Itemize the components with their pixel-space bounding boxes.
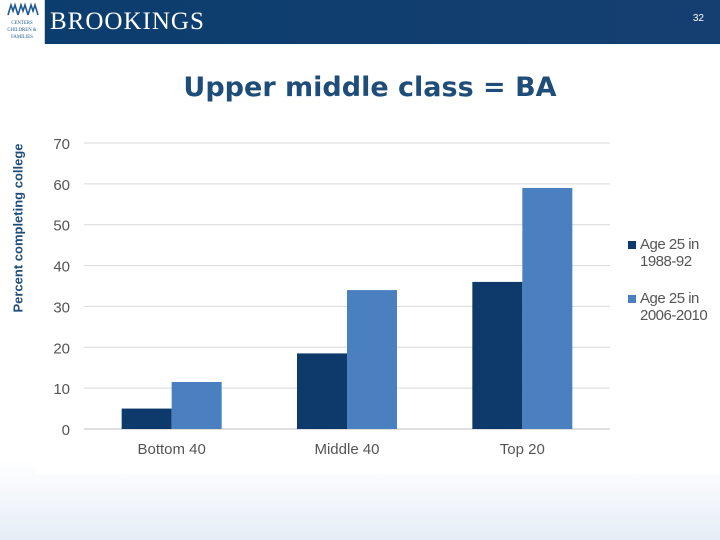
x-tick-label: Middle 40 bbox=[314, 441, 379, 458]
logo-mark: CENTERS CHILDREN & FAMILIES bbox=[0, 0, 45, 44]
logo-mark-line-2: CHILDREN & bbox=[7, 28, 36, 33]
legend-swatch bbox=[628, 241, 636, 249]
bar-2-1 bbox=[522, 187, 573, 429]
y-tick-label: 60 bbox=[53, 177, 70, 194]
y-tick-label: 0 bbox=[62, 422, 70, 439]
logo-mark-line-3: FAMILIES bbox=[11, 35, 33, 40]
legend-label: Age 25 in 1988-92 bbox=[640, 236, 699, 270]
bar-2-0 bbox=[472, 281, 523, 429]
y-tick-label: 40 bbox=[53, 259, 70, 276]
y-tick-label: 50 bbox=[53, 218, 70, 235]
y-tick-label: 10 bbox=[53, 381, 70, 398]
x-tick-label: Bottom 40 bbox=[137, 441, 205, 458]
legend-label: Age 25 in 2006-2010 bbox=[640, 290, 708, 324]
slide-title: Upper middle class = BA bbox=[183, 72, 557, 103]
x-tick-label: Top 20 bbox=[500, 441, 545, 458]
logo-mark-line-1: CENTERS bbox=[11, 21, 33, 26]
y-tick-label: 20 bbox=[53, 340, 70, 357]
header-bar: CENTERS CHILDREN & FAMILIES BROOKINGS 32 bbox=[0, 0, 720, 44]
bar-1-0 bbox=[297, 353, 347, 429]
legend-swatch bbox=[628, 295, 636, 303]
y-tick-label: 30 bbox=[53, 299, 70, 316]
slide-number: 32 bbox=[692, 13, 704, 24]
brand-wordmark: BROOKINGS bbox=[50, 8, 205, 35]
y-tick-label: 70 bbox=[53, 136, 70, 153]
bar-1-1 bbox=[347, 290, 397, 429]
logo-icon: CENTERS CHILDREN & FAMILIES bbox=[7, 2, 39, 40]
bar-0-0 bbox=[121, 408, 172, 429]
bar-0-1 bbox=[171, 382, 222, 429]
